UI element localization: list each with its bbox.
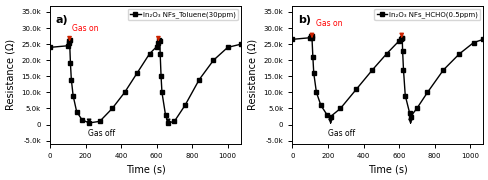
In₂O₃ NFs_Toluene(30ppm) bbox=[79, 119, 85, 121]
In₂O₃ NFs_HCHO(0.5ppm) bbox=[369, 69, 375, 71]
In₂O₃ NFs_HCHO(0.5ppm) bbox=[407, 115, 413, 118]
In₂O₃ NFs_HCHO(0.5ppm) bbox=[353, 88, 359, 90]
Text: Gas off: Gas off bbox=[88, 129, 115, 138]
In₂O₃ NFs_Toluene(30ppm) bbox=[182, 104, 187, 106]
In₂O₃ NFs_Toluene(30ppm) bbox=[65, 45, 71, 47]
In₂O₃ NFs_Toluene(30ppm) bbox=[122, 91, 127, 93]
In₂O₃ NFs_HCHO(0.5ppm) bbox=[317, 104, 323, 106]
Y-axis label: Resistance (Ω): Resistance (Ω) bbox=[247, 39, 258, 110]
In₂O₃ NFs_Toluene(30ppm) bbox=[47, 46, 53, 48]
Legend: In₂O₃ NFs_Toluene(30ppm): In₂O₃ NFs_Toluene(30ppm) bbox=[128, 9, 237, 20]
In₂O₃ NFs_Toluene(30ppm) bbox=[165, 122, 171, 124]
In₂O₃ NFs_HCHO(0.5ppm) bbox=[309, 56, 315, 58]
In₂O₃ NFs_Toluene(30ppm) bbox=[153, 46, 159, 48]
Y-axis label: Resistance (Ω): Resistance (Ω) bbox=[5, 39, 16, 110]
In₂O₃ NFs_HCHO(0.5ppm) bbox=[398, 37, 404, 39]
In₂O₃ NFs_Toluene(30ppm) bbox=[86, 122, 92, 124]
In₂O₃ NFs_HCHO(0.5ppm) bbox=[399, 50, 405, 52]
In₂O₃ NFs_HCHO(0.5ppm) bbox=[399, 37, 405, 39]
In₂O₃ NFs_Toluene(30ppm) bbox=[224, 46, 230, 48]
Line: In₂O₃ NFs_HCHO(0.5ppm): In₂O₃ NFs_HCHO(0.5ppm) bbox=[290, 34, 484, 118]
In₂O₃ NFs_HCHO(0.5ppm) bbox=[397, 38, 403, 40]
In₂O₃ NFs_HCHO(0.5ppm) bbox=[324, 114, 329, 116]
Text: Gas on: Gas on bbox=[72, 24, 99, 33]
In₂O₃ NFs_Toluene(30ppm) bbox=[68, 78, 74, 81]
Legend: In₂O₃ NFs_HCHO(0.5ppm): In₂O₃ NFs_HCHO(0.5ppm) bbox=[374, 9, 479, 20]
In₂O₃ NFs_HCHO(0.5ppm) bbox=[383, 53, 389, 55]
Line: In₂O₃ NFs_Toluene(30ppm): In₂O₃ NFs_Toluene(30ppm) bbox=[48, 39, 242, 125]
In₂O₃ NFs_HCHO(0.5ppm) bbox=[308, 37, 314, 39]
Text: Gas off: Gas off bbox=[327, 129, 354, 138]
In₂O₃ NFs_HCHO(0.5ppm) bbox=[456, 53, 462, 55]
In₂O₃ NFs_Toluene(30ppm) bbox=[134, 72, 140, 74]
In₂O₃ NFs_Toluene(30ppm) bbox=[109, 107, 115, 110]
In₂O₃ NFs_HCHO(0.5ppm) bbox=[306, 37, 312, 39]
In₂O₃ NFs_Toluene(30ppm) bbox=[74, 111, 80, 113]
In₂O₃ NFs_Toluene(30ppm) bbox=[66, 39, 72, 41]
In₂O₃ NFs_HCHO(0.5ppm) bbox=[424, 91, 429, 93]
In₂O₃ NFs_HCHO(0.5ppm) bbox=[400, 69, 406, 71]
In₂O₃ NFs_HCHO(0.5ppm) bbox=[313, 91, 319, 93]
In₂O₃ NFs_Toluene(30ppm) bbox=[65, 41, 71, 44]
In₂O₃ NFs_HCHO(0.5ppm) bbox=[307, 35, 313, 37]
In₂O₃ NFs_Toluene(30ppm) bbox=[210, 59, 216, 61]
Text: b): b) bbox=[298, 15, 310, 25]
In₂O₃ NFs_Toluene(30ppm) bbox=[157, 53, 163, 55]
X-axis label: Time (s): Time (s) bbox=[125, 165, 165, 174]
In₂O₃ NFs_Toluene(30ppm) bbox=[66, 40, 72, 42]
In₂O₃ NFs_Toluene(30ppm) bbox=[157, 40, 163, 42]
In₂O₃ NFs_HCHO(0.5ppm) bbox=[327, 115, 333, 118]
In₂O₃ NFs_Toluene(30ppm) bbox=[146, 53, 152, 55]
In₂O₃ NFs_Toluene(30ppm) bbox=[156, 39, 162, 41]
In₂O₃ NFs_Toluene(30ppm) bbox=[196, 78, 202, 81]
In₂O₃ NFs_Toluene(30ppm) bbox=[67, 62, 73, 65]
In₂O₃ NFs_HCHO(0.5ppm) bbox=[310, 72, 316, 74]
In₂O₃ NFs_HCHO(0.5ppm) bbox=[480, 38, 486, 40]
In₂O₃ NFs_HCHO(0.5ppm) bbox=[440, 69, 446, 71]
In₂O₃ NFs_Toluene(30ppm) bbox=[70, 94, 76, 97]
In₂O₃ NFs_HCHO(0.5ppm) bbox=[395, 40, 401, 42]
In₂O₃ NFs_HCHO(0.5ppm) bbox=[402, 94, 407, 97]
In₂O₃ NFs_Toluene(30ppm) bbox=[162, 114, 168, 116]
In₂O₃ NFs_Toluene(30ppm) bbox=[159, 91, 164, 93]
Text: a): a) bbox=[56, 15, 68, 25]
In₂O₃ NFs_Toluene(30ppm) bbox=[171, 120, 177, 122]
In₂O₃ NFs_HCHO(0.5ppm) bbox=[337, 107, 343, 110]
In₂O₃ NFs_HCHO(0.5ppm) bbox=[308, 35, 314, 37]
In₂O₃ NFs_Toluene(30ppm) bbox=[155, 41, 161, 44]
In₂O₃ NFs_Toluene(30ppm) bbox=[158, 75, 163, 77]
Text: Gas on: Gas on bbox=[315, 19, 341, 28]
X-axis label: Time (s): Time (s) bbox=[367, 165, 407, 174]
In₂O₃ NFs_HCHO(0.5ppm) bbox=[413, 107, 419, 110]
In₂O₃ NFs_HCHO(0.5ppm) bbox=[406, 112, 412, 114]
In₂O₃ NFs_Toluene(30ppm) bbox=[97, 120, 102, 122]
In₂O₃ NFs_HCHO(0.5ppm) bbox=[470, 41, 476, 44]
In₂O₃ NFs_HCHO(0.5ppm) bbox=[289, 38, 295, 40]
In₂O₃ NFs_Toluene(30ppm) bbox=[238, 43, 244, 45]
